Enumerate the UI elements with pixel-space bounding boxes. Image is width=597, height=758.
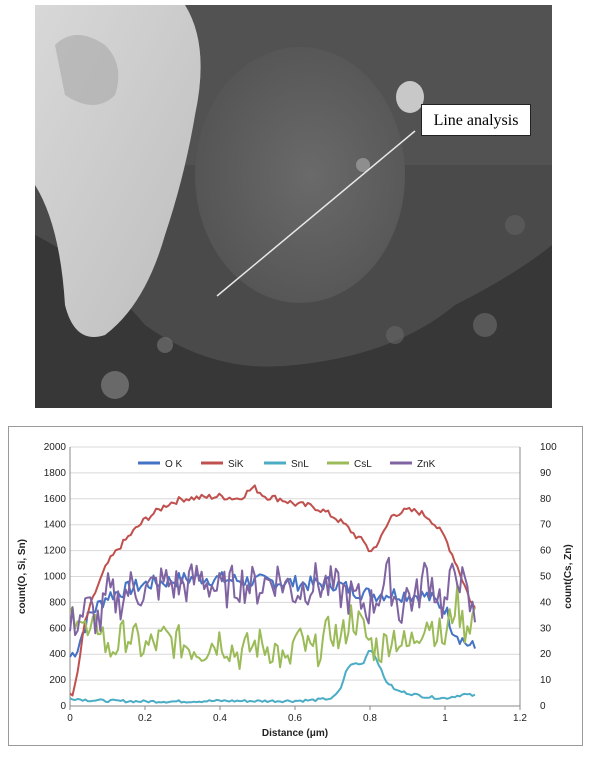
micrograph-image	[35, 5, 552, 408]
series-line-snl	[69, 649, 476, 704]
x-tick-label: 0.6	[288, 713, 302, 724]
series-line-csl	[69, 583, 476, 670]
y-left-tick-label: 1800	[44, 468, 67, 479]
y-right-tick-label: 100	[540, 442, 557, 453]
y-right-tick-label: 90	[540, 468, 552, 479]
y-left-tick-label: 0	[60, 701, 66, 712]
y-left-tick-label: 600	[49, 623, 66, 634]
x-tick-label: 0.2	[138, 713, 152, 724]
x-tick-label: 0.8	[363, 713, 377, 724]
y-left-tick-label: 2000	[44, 442, 67, 453]
chart-frame: 0 200 400 600 800 1000 1200 1400 1600 1800 2000 0 10…	[8, 426, 583, 746]
tick-labels: 0200400600800100012001400160018002000010…	[44, 442, 557, 724]
legend-label: SnL	[291, 459, 309, 470]
y-right-tick-label: 80	[540, 494, 552, 505]
y-left-tick-label: 400	[49, 649, 66, 660]
bright-speck	[396, 81, 424, 113]
series-line-sik	[69, 484, 476, 697]
y-axis-left-label: count(O, Si, Sn)	[17, 539, 28, 614]
y-right-tick-label: 30	[540, 623, 552, 634]
line-scan-path	[216, 130, 416, 297]
legend-label: O K	[165, 459, 183, 470]
series-lines	[69, 484, 476, 704]
y-right-tick-label: 10	[540, 675, 552, 686]
legend-label: ZnK	[417, 459, 436, 470]
legend-label: CsL	[354, 459, 372, 470]
line-scan-chart: 0200400600800100012001400160018002000010…	[17, 442, 574, 739]
y-right-tick-label: 40	[540, 597, 552, 608]
y-right-tick-label: 70	[540, 520, 552, 531]
y-left-tick-label: 1200	[44, 546, 67, 557]
x-tick-label: 0	[67, 713, 73, 724]
sem-micrograph	[35, 5, 552, 408]
y-right-tick-label: 50	[540, 572, 552, 583]
x-tick-label: 0.4	[213, 713, 227, 724]
spherical-particle	[195, 47, 405, 303]
y-axis-right-label: count(Cs, Zn)	[563, 544, 574, 608]
x-tick-label: 1	[442, 713, 448, 724]
x-tick-label: 1.2	[513, 713, 527, 724]
y-left-tick-label: 1400	[44, 520, 67, 531]
legend: O K SiK SnL CsL ZnK	[138, 459, 436, 470]
x-axis-label: Distance (μm)	[262, 728, 328, 739]
y-right-tick-label: 20	[540, 649, 552, 660]
series-line-ok	[69, 571, 476, 658]
y-left-tick-label: 800	[49, 597, 66, 608]
series-line-znk	[69, 556, 476, 637]
y-left-tick-label: 1000	[44, 572, 67, 583]
y-left-tick-label: 200	[49, 675, 66, 686]
y-left-tick-label: 1600	[44, 494, 67, 505]
axes	[69, 447, 521, 710]
y-right-tick-label: 0	[540, 701, 546, 712]
line-analysis-callout: Line analysis	[421, 104, 531, 136]
y-right-tick-label: 60	[540, 546, 552, 557]
legend-label: SiK	[228, 459, 244, 470]
